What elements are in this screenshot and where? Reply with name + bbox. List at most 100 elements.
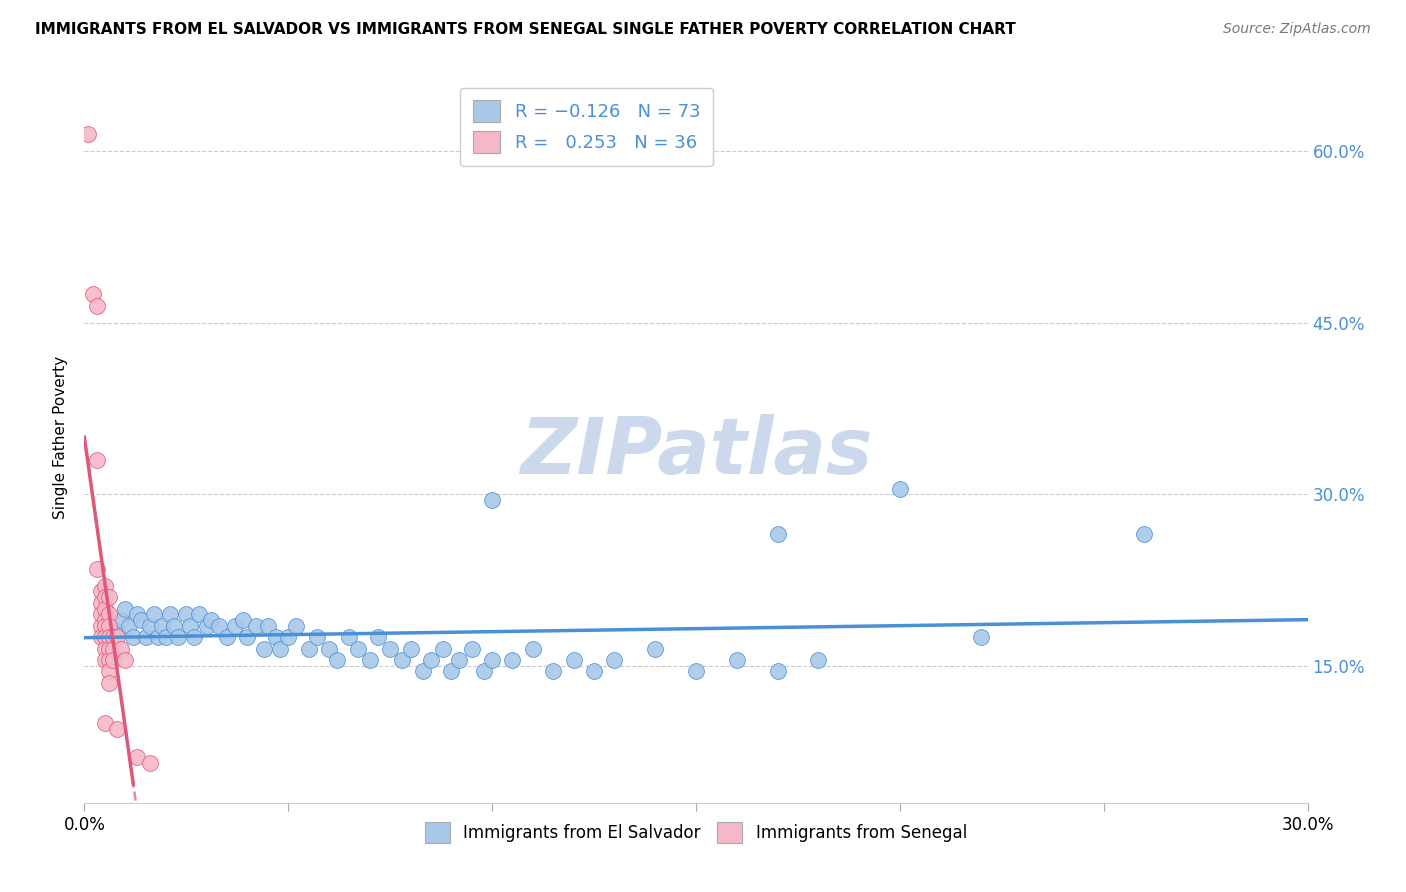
Point [326, 653, 349, 667]
Point [236, 630, 259, 644]
Point [685, 665, 707, 679]
Point [97, 653, 120, 667]
Point [97, 665, 120, 679]
Point [264, 630, 287, 644]
Point [101, 630, 124, 644]
Point [195, 618, 218, 632]
Point [138, 618, 160, 632]
Point [200, 613, 222, 627]
Point [346, 641, 368, 656]
Y-axis label: Single Father Poverty: Single Father Poverty [53, 356, 69, 518]
Point [114, 601, 136, 615]
Point [285, 618, 308, 632]
Point [380, 641, 402, 656]
Point [644, 641, 666, 656]
Point [522, 641, 544, 656]
Point [159, 607, 181, 622]
Point [97, 607, 120, 622]
Point [889, 482, 911, 496]
Point [449, 653, 471, 667]
Point [114, 653, 136, 667]
Point [187, 607, 209, 622]
Point [86, 561, 108, 575]
Point [110, 641, 132, 656]
Text: ZIPatlas: ZIPatlas [520, 414, 872, 490]
Point [766, 665, 789, 679]
Point [127, 750, 149, 764]
Point [339, 630, 361, 644]
Point [543, 665, 565, 679]
Point [101, 630, 124, 644]
Point [142, 607, 165, 622]
Point [224, 618, 246, 632]
Point [93, 653, 115, 667]
Point [146, 630, 169, 644]
Point [105, 722, 128, 736]
Point [461, 641, 484, 656]
Point [440, 665, 463, 679]
Point [97, 590, 120, 604]
Point [122, 630, 145, 644]
Point [97, 618, 120, 632]
Point [93, 715, 115, 730]
Point [105, 630, 128, 644]
Point [90, 596, 112, 610]
Point [253, 641, 276, 656]
Point [101, 653, 124, 667]
Point [167, 630, 190, 644]
Point [101, 641, 124, 656]
Point [277, 630, 299, 644]
Point [163, 618, 186, 632]
Point [97, 675, 120, 690]
Point [93, 618, 115, 632]
Point [90, 584, 112, 599]
Point [399, 641, 422, 656]
Point [93, 601, 115, 615]
Point [90, 618, 112, 632]
Point [412, 665, 434, 679]
Point [502, 653, 524, 667]
Point [420, 653, 443, 667]
Point [183, 630, 205, 644]
Point [472, 665, 495, 679]
Point [138, 756, 160, 770]
Point [970, 630, 993, 644]
Point [807, 653, 830, 667]
Point [93, 607, 115, 622]
Text: Source: ZipAtlas.com: Source: ZipAtlas.com [1223, 22, 1371, 37]
Point [269, 641, 291, 656]
Point [562, 653, 585, 667]
Point [305, 630, 328, 644]
Point [766, 527, 789, 541]
Legend: Immigrants from El Salvador, Immigrants from Senegal: Immigrants from El Salvador, Immigrants … [418, 815, 974, 849]
Point [432, 641, 454, 656]
Point [90, 630, 112, 644]
Point [155, 630, 177, 644]
Point [725, 653, 748, 667]
Point [86, 299, 108, 313]
Point [391, 653, 413, 667]
Point [232, 613, 254, 627]
Point [97, 630, 120, 644]
Point [367, 630, 389, 644]
Point [245, 618, 267, 632]
Point [359, 653, 381, 667]
Point [118, 618, 141, 632]
Point [93, 579, 115, 593]
Point [208, 618, 231, 632]
Point [90, 607, 112, 622]
Point [82, 287, 104, 301]
Point [77, 127, 100, 141]
Point [1133, 527, 1156, 541]
Point [93, 630, 115, 644]
Point [131, 613, 153, 627]
Point [603, 653, 626, 667]
Point [127, 607, 149, 622]
Point [93, 613, 115, 627]
Point [93, 590, 115, 604]
Point [217, 630, 239, 644]
Point [105, 624, 128, 639]
Point [583, 665, 606, 679]
Point [481, 492, 503, 507]
Point [179, 618, 201, 632]
